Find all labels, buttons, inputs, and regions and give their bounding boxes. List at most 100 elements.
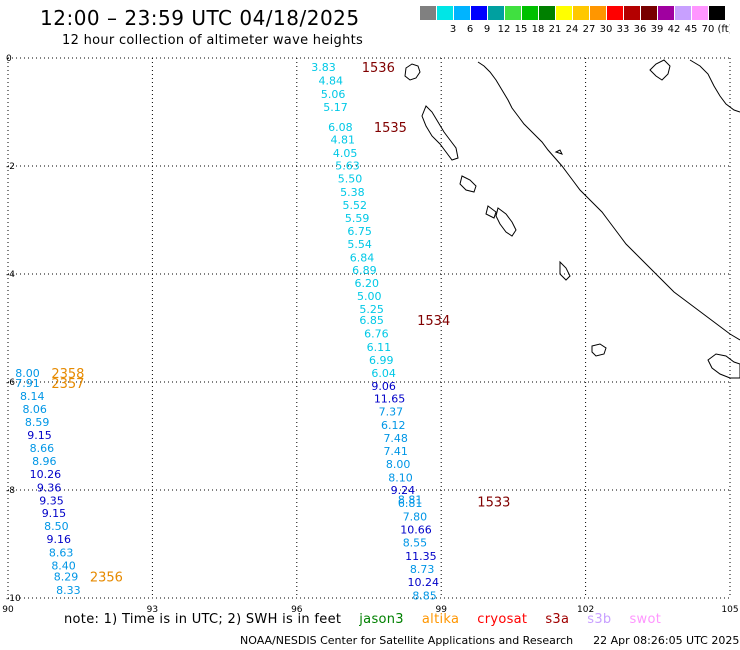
- track-segment: 6.084.814.055.635.505.385.525.596.755.54…: [328, 121, 407, 316]
- satellite-altika: altika: [421, 612, 460, 627]
- wave-height-label: 9.06: [371, 380, 396, 393]
- wave-height-label: 7.80: [403, 510, 428, 523]
- wave-height-label: 9.16: [47, 533, 72, 546]
- wave-height-label: 11.35: [405, 550, 437, 563]
- wave-height-label: 8.00: [15, 367, 40, 380]
- wave-height-label: 9.24: [391, 484, 416, 497]
- x-tick-label: 102: [577, 605, 594, 615]
- pass-time-label: 1535: [374, 121, 407, 136]
- legend-swatch: [420, 6, 436, 20]
- siberut-island: [495, 207, 517, 237]
- wave-height-label: 10.24: [408, 576, 440, 589]
- wave-height-label: 8.29: [54, 570, 79, 583]
- legend-label: 36: [634, 24, 647, 35]
- legend-label: 18: [532, 24, 545, 35]
- wave-height-label: 8.06: [22, 403, 47, 416]
- satellite-jason3: jason3: [359, 612, 404, 627]
- legend-label: 33: [617, 24, 630, 35]
- legend-label: 3: [450, 24, 456, 35]
- legend-label: 45: [685, 24, 698, 35]
- wave-height-label: 6.20: [355, 277, 380, 290]
- track-segment: 6.856.766.116.996.049.0611.657.376.127.4…: [359, 314, 450, 497]
- legend-swatch: [454, 6, 470, 20]
- wave-height-label: 8.00: [386, 458, 411, 471]
- track-segment: 8.298.33 2356: [54, 570, 123, 597]
- y-tick-label: -10: [6, 594, 21, 604]
- pass-time-label: 1533: [477, 495, 510, 510]
- legend-swatch: [624, 6, 640, 20]
- map-subtitle: 12 hour collection of altimeter wave hei…: [62, 33, 364, 48]
- footer-note: note: 1) Time is in UTC; 2) SWH is in fe…: [64, 612, 661, 627]
- coastline: [404, 59, 740, 379]
- sumatra-coastline: [477, 61, 740, 341]
- x-tick-label: 96: [291, 605, 303, 615]
- x-tick-label: 99: [435, 605, 447, 615]
- credit-text: NOAA/NESDIS Center for Satellite Applica…: [240, 634, 574, 647]
- wave-height-label: 4.81: [330, 134, 355, 147]
- pass-time-label: 2356: [90, 570, 123, 585]
- legend-swatch: [573, 6, 589, 20]
- wave-height-label: 8.73: [410, 563, 435, 576]
- wave-height-label: 5.17: [323, 101, 348, 114]
- legend-label: 9: [484, 24, 490, 35]
- wave-height-label: 6.99: [369, 354, 394, 367]
- wave-height-label: 6.04: [371, 367, 396, 380]
- legend-swatch: [539, 6, 555, 20]
- y-tick-label: 0: [6, 54, 12, 64]
- wave-height-label: 6.75: [347, 225, 372, 238]
- wave-height-label: 8.50: [44, 520, 69, 533]
- wave-height-label: 6.81: [398, 497, 423, 510]
- legend-swatch: [471, 6, 487, 20]
- wave-height-label: 9.36: [37, 481, 62, 494]
- pagai-island: [559, 260, 571, 281]
- wave-height-label: 7.37: [379, 406, 404, 419]
- wave-height-label: 8.10: [388, 472, 413, 485]
- y-tick-label: -6: [6, 378, 15, 388]
- satellite-swot: swot: [629, 612, 662, 627]
- legend-swatch: [505, 6, 521, 20]
- wave-height-label: 8.55: [403, 536, 428, 549]
- wave-height-label: 6.76: [364, 327, 389, 340]
- legend-label: (ft): [717, 24, 730, 35]
- satellite-list: jason3 altika cryosat s3a s3b swot: [341, 612, 661, 627]
- x-tick-label: 93: [147, 605, 158, 615]
- pass-time-label: 2357: [51, 377, 84, 392]
- wave-height-label: 6.89: [352, 264, 377, 277]
- wave-height-label: 7.48: [383, 432, 408, 445]
- wave-height-label: 8.66: [30, 442, 55, 455]
- wave-height-label: 3.83: [311, 61, 336, 74]
- satellite-s3a: s3a: [545, 612, 570, 627]
- track-segment: 7.918.148.068.599.158.668.9610.269.369.3…: [15, 377, 84, 573]
- generated-timestamp: 22 Apr 08:26:05 UTC 2025: [593, 634, 740, 647]
- legend-swatch: [556, 6, 572, 20]
- wave-height-label: 8.40: [51, 560, 76, 573]
- legend-label: 39: [651, 24, 664, 35]
- wave-height-label: 11.65: [374, 393, 406, 406]
- legend-label: 6: [467, 24, 473, 35]
- small-island: [554, 149, 563, 155]
- legend-swatch: [437, 6, 453, 20]
- wave-height-label: 5.06: [321, 88, 346, 101]
- x-tick-label: 90: [2, 605, 14, 615]
- wave-height-label: 5.25: [359, 303, 384, 316]
- track-segment: 8.00 2358: [15, 367, 84, 382]
- satellite-s3b: s3b: [587, 612, 612, 627]
- wave-height-label: 5.38: [340, 186, 365, 199]
- wave-height-label: 6.85: [359, 314, 384, 327]
- wave-height-label: 6.08: [328, 121, 353, 134]
- wave-height-label: 4.05: [333, 147, 358, 160]
- wave-height-label: 9.15: [42, 507, 66, 520]
- pass-time-label: 2358: [51, 367, 84, 382]
- legend-label: 70: [702, 24, 715, 35]
- legend-label: 27: [583, 24, 596, 35]
- footer-credit: NOAA/NESDIS Center for Satellite Applica…: [240, 634, 739, 647]
- wave-height-label: 9.15: [27, 429, 52, 442]
- y-tick-label: -8: [6, 486, 15, 496]
- legend-label: 42: [668, 24, 681, 35]
- java-coastline: [707, 353, 740, 379]
- grid-lines: [7, 57, 731, 599]
- legend-label: 24: [566, 24, 579, 35]
